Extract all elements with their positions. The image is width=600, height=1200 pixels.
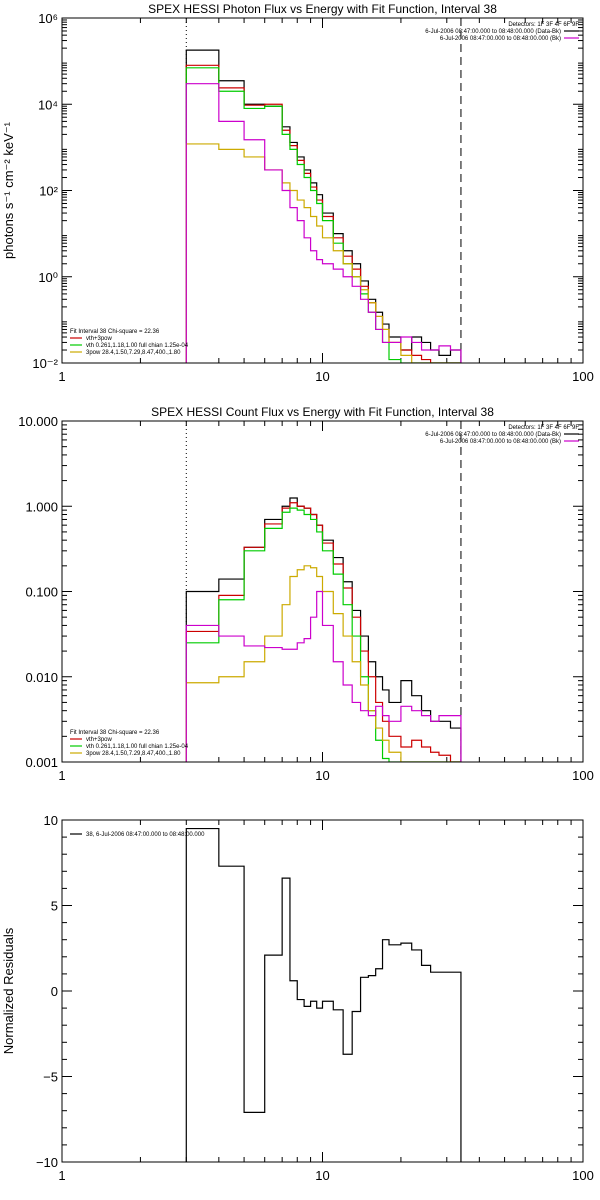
x-tick-label: 1 xyxy=(58,768,65,783)
x-tick-label: 100 xyxy=(572,1168,594,1183)
plot-area xyxy=(185,827,462,1162)
legend-bottom-text: vth 0.261,1.18,1.00 full chian 1.25e-04 xyxy=(86,744,189,750)
series-line xyxy=(185,827,462,1162)
x-tick-label: 10 xyxy=(315,768,329,783)
y-axis-label: photons s⁻¹ cm⁻² keV⁻¹ xyxy=(1,121,16,259)
x-tick-label: 100 xyxy=(572,369,594,384)
y-tick-label: −5 xyxy=(43,1070,58,1085)
chart-title: SPEX HESSI Count Flux vs Energy with Fit… xyxy=(151,405,494,419)
y-tick-label: 0.100 xyxy=(25,585,58,600)
legend-top-text: 6-Jul-2006 08:47:00.000 to 08:48:00.000 … xyxy=(425,29,561,35)
plot-area xyxy=(185,497,462,762)
legend-top-text: 6-Jul-2006 08:47:00.000 to 08:48:00.000 … xyxy=(440,439,561,445)
series-line xyxy=(185,590,462,762)
y-tick-label: 0.010 xyxy=(25,670,58,685)
chart-panel-1: SPEX HESSI Photon Flux vs Energy with Fi… xyxy=(1,2,594,384)
chart-panel-2: SPEX HESSI Count Flux vs Energy with Fit… xyxy=(18,405,594,783)
legend-bottom-header: Fit Interval 38 Chi-square = 22.36 xyxy=(70,329,160,335)
y-tick-label: −10 xyxy=(36,1155,58,1170)
legend-bottom-text: 3pow 28.4,1.50,7.29,8.47,400.,1.80 xyxy=(86,751,181,757)
series-line xyxy=(185,497,462,762)
x-tick-label: 1 xyxy=(58,1168,65,1183)
x-tick-label: 10 xyxy=(315,1168,329,1183)
plot-area xyxy=(185,49,462,363)
y-tick-label: 0.001 xyxy=(25,755,58,770)
y-tick-label: 10 xyxy=(44,813,58,828)
legend-bottom-text: vth 0.261,1.18,1.00 full chian 1.25e-04 xyxy=(86,343,189,349)
legend-top-text: Detectors: 1F 3F 4F 6F 9F xyxy=(508,22,579,28)
series-line xyxy=(185,565,462,762)
y-tick-label: 0 xyxy=(51,984,58,999)
x-tick-label: 10 xyxy=(315,369,329,384)
legend-top-text: 6-Jul-2006 08:47:00.000 to 08:48:00.000 … xyxy=(425,432,561,438)
plot-frame xyxy=(61,420,584,763)
chart-title: SPEX HESSI Photon Flux vs Energy with Fi… xyxy=(148,2,497,16)
y-tick-label: 5 xyxy=(51,899,58,914)
legend-top-text: 38, 6-Jul-2006 08:47:00.000 to 08:48:00.… xyxy=(86,832,205,838)
y-tick-label: 10⁰ xyxy=(38,270,58,285)
series-line xyxy=(185,83,462,363)
legend-top-text: 6-Jul-2006 08:47:00.000 to 08:48:00.000 … xyxy=(440,36,561,42)
series-line xyxy=(185,507,462,762)
series-line xyxy=(185,67,462,363)
y-tick-label: 1.000 xyxy=(25,499,58,514)
plot-frame xyxy=(61,17,584,364)
series-line xyxy=(185,49,462,363)
y-tick-label: 10⁶ xyxy=(38,11,58,26)
legend-bottom-text: vth+3pow xyxy=(86,737,113,743)
y-tick-label: 10⁴ xyxy=(38,97,58,112)
series-line xyxy=(185,64,462,363)
y-axis-label: Normalized Residuals xyxy=(1,927,16,1054)
y-tick-label: 10² xyxy=(39,184,58,199)
x-tick-label: 100 xyxy=(572,768,594,783)
y-tick-label: 10.000 xyxy=(18,414,58,429)
chart-panel-3: Normalized Residuals 1 10 100 −10 −5 0 5 10 38, 6… xyxy=(1,813,594,1183)
legend-bottom-text: vth+3pow xyxy=(86,336,113,342)
y-tick-label: 10⁻² xyxy=(32,356,58,371)
legend-bottom-text: 3pow 28.4,1.50,7.29,8.47,400.,1.80 xyxy=(86,350,181,356)
x-tick-label: 1 xyxy=(58,369,65,384)
series-line xyxy=(185,502,462,762)
legend-bottom-header: Fit Interval 38 Chi-square = 22.36 xyxy=(70,730,160,736)
plot-frame xyxy=(61,819,584,1163)
legend-top-text: Detectors: 1F 3F 4F 6F 9F xyxy=(508,425,579,431)
